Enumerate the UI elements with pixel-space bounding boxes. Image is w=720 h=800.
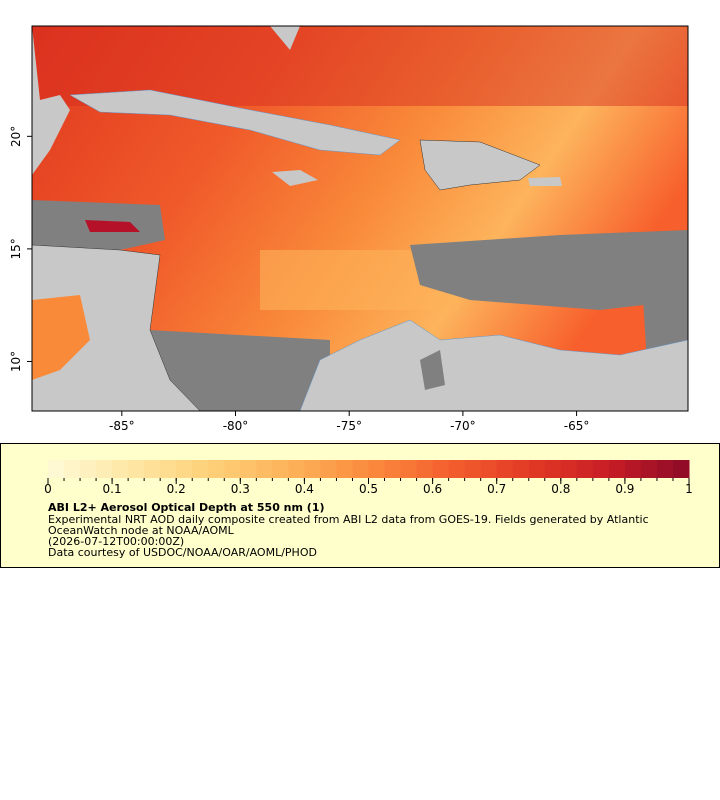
colorbar-step bbox=[528, 460, 546, 478]
legend-line: OceanWatch node at NOAA/AOML bbox=[48, 524, 234, 537]
colorbar-step bbox=[112, 460, 129, 478]
colorbar-step bbox=[512, 460, 530, 478]
colorbar-tick-label: 0 bbox=[44, 482, 52, 494]
colorbar-step bbox=[384, 460, 402, 478]
colorbar: 0 0.1 0.2 0.3 0.4 0.5 0.6 0.7 0.8 0.9 1 bbox=[44, 460, 693, 494]
colorbar-tick-label: 0.1 bbox=[103, 482, 122, 494]
y-tick-label: 10° bbox=[9, 351, 23, 372]
colorbar-step bbox=[480, 460, 498, 478]
colorbar-step bbox=[80, 460, 97, 478]
colorbar-step bbox=[224, 460, 241, 478]
colorbar-tick-label: 0.7 bbox=[487, 482, 506, 494]
colorbar-step bbox=[624, 460, 642, 478]
colorbar-step bbox=[64, 460, 81, 478]
colorbar-step bbox=[368, 460, 386, 478]
colorbar-step bbox=[48, 460, 65, 478]
colorbar-step bbox=[128, 460, 145, 478]
colorbar-step bbox=[592, 460, 610, 478]
colorbar-tick-label: 0.3 bbox=[231, 482, 250, 494]
map: -85° -80° -75° -70° -65° 10° 15° 20° bbox=[9, 25, 689, 433]
colorbar-step bbox=[672, 460, 690, 478]
colorbar-tick-label: 0.8 bbox=[551, 482, 570, 494]
colorbar-tick-label: 0.6 bbox=[423, 482, 442, 494]
legend-line: Experimental NRT AOD daily composite cre… bbox=[48, 513, 649, 526]
colorbar-step bbox=[544, 460, 562, 478]
colorbar-step bbox=[320, 460, 337, 478]
colorbar-step bbox=[272, 460, 289, 478]
colorbar-step bbox=[464, 460, 482, 478]
colorbar-step bbox=[432, 460, 450, 478]
colorbar-step bbox=[160, 460, 177, 478]
colorbar-step bbox=[192, 460, 209, 478]
colorbar-step bbox=[576, 460, 594, 478]
colorbar-step bbox=[96, 460, 113, 478]
colorbar-step bbox=[336, 460, 353, 478]
x-tick-label: -70° bbox=[450, 419, 476, 433]
colorbar-step bbox=[496, 460, 514, 478]
y-tick-label: 20° bbox=[9, 126, 23, 147]
x-tick-label: -75° bbox=[336, 419, 362, 433]
colorbar-step bbox=[176, 460, 193, 478]
colorbar-step bbox=[352, 460, 369, 478]
legend-title: ABI L2+ Aerosol Optical Depth at 550 nm … bbox=[48, 501, 325, 514]
colorbar-step bbox=[288, 460, 305, 478]
colorbar-tick-label: 0.2 bbox=[167, 482, 186, 494]
colorbar-step bbox=[560, 460, 578, 478]
legend: 0 0.1 0.2 0.3 0.4 0.5 0.6 0.7 0.8 0.9 1 ABI L2+ Ae… bbox=[0, 443, 720, 568]
colorbar-step bbox=[640, 460, 658, 478]
colorbar-step bbox=[144, 460, 161, 478]
colorbar-tick-label: 1 bbox=[685, 482, 693, 494]
colorbar-step bbox=[608, 460, 626, 478]
colorbar-step bbox=[256, 460, 273, 478]
colorbar-step bbox=[208, 460, 225, 478]
colorbar-tick-label: 0.4 bbox=[295, 482, 314, 494]
legend-line: (2026-07-12T00:00:00Z) bbox=[48, 535, 185, 548]
colorbar-tick-label: 0.5 bbox=[359, 482, 378, 494]
y-tick-label: 15° bbox=[9, 238, 23, 259]
x-tick-label: -65° bbox=[564, 419, 590, 433]
map-field bbox=[32, 26, 688, 411]
legend-line: Data courtesy of USDOC/NOAA/OAR/AOML/PHO… bbox=[48, 546, 317, 559]
colorbar-step bbox=[304, 460, 321, 478]
colorbar-step bbox=[400, 460, 418, 478]
colorbar-step bbox=[240, 460, 257, 478]
colorbar-step bbox=[416, 460, 434, 478]
colorbar-tick-label: 0.9 bbox=[615, 482, 634, 494]
x-tick-label: -80° bbox=[223, 419, 249, 433]
colorbar-step bbox=[656, 460, 674, 478]
x-tick-label: -85° bbox=[109, 419, 135, 433]
colorbar-step bbox=[448, 460, 466, 478]
